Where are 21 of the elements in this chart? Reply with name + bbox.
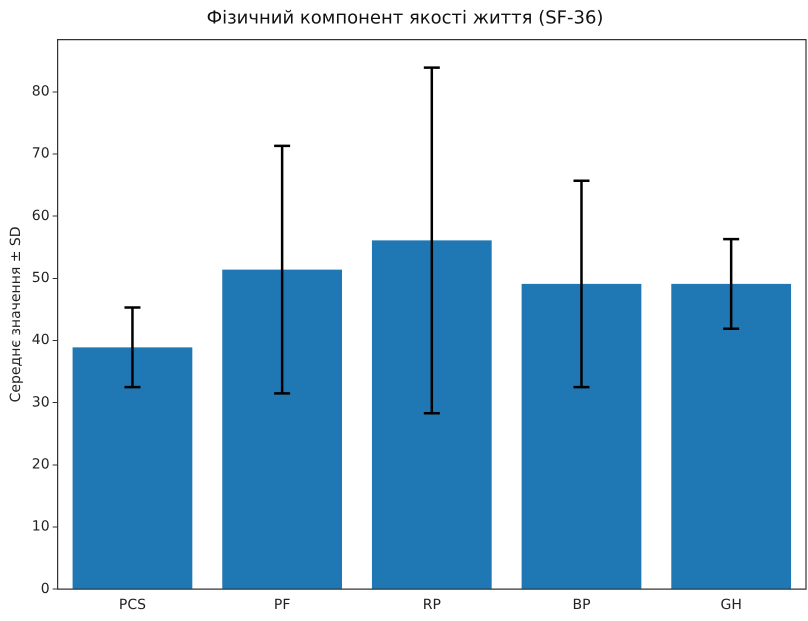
bar bbox=[72, 347, 192, 589]
y-tick-label: 40 bbox=[32, 332, 50, 348]
bar bbox=[522, 284, 642, 589]
y-tick-label: 70 bbox=[32, 146, 50, 162]
y-tick-label: 60 bbox=[32, 208, 50, 224]
x-tick-label: PF bbox=[274, 597, 290, 614]
y-tick-label: 80 bbox=[32, 83, 50, 100]
x-tick-label: GH bbox=[720, 597, 742, 614]
y-tick-label: 0 bbox=[40, 580, 50, 597]
bar bbox=[372, 240, 492, 589]
bar bbox=[222, 270, 342, 589]
y-axis-title: Середнє значення ± SD bbox=[8, 226, 24, 402]
y-tick-label: 20 bbox=[32, 456, 50, 472]
x-tick-label: RP bbox=[422, 597, 441, 614]
y-tick-label: 50 bbox=[32, 270, 50, 286]
bar bbox=[671, 284, 792, 589]
x-tick-label: PCS bbox=[118, 597, 146, 614]
y-tick-label: 30 bbox=[32, 394, 50, 410]
chart-title: Фізичний компонент якості життя (SF-36) bbox=[206, 7, 604, 28]
x-tick-label: BP bbox=[572, 597, 591, 614]
y-tick-label: 10 bbox=[32, 518, 50, 535]
